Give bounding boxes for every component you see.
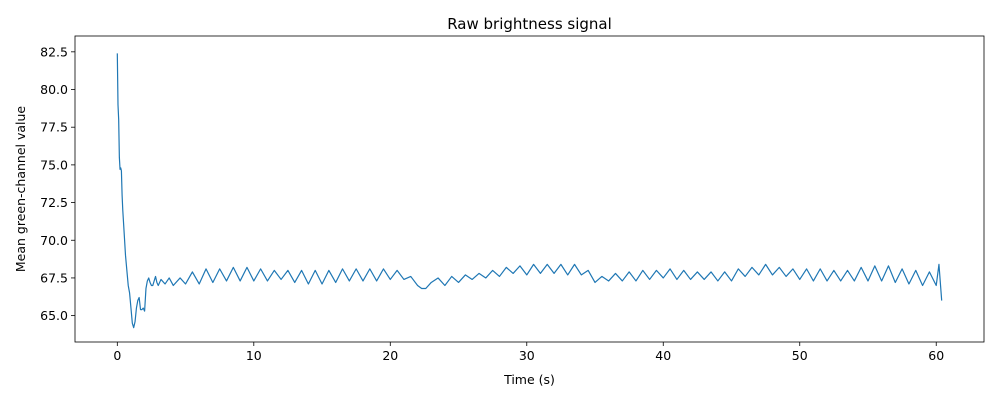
y-tick-label: 80.0 xyxy=(40,82,68,97)
x-tick-label: 50 xyxy=(792,348,808,363)
y-axis: 65.0 67.5 70.0 72.5 75.0 77.5 80.0 82.5 xyxy=(40,44,75,323)
y-tick-label: 67.5 xyxy=(40,270,68,285)
y-tick-label: 70.0 xyxy=(40,233,68,248)
y-tick-label: 65.0 xyxy=(40,308,68,323)
x-tick-label: 10 xyxy=(246,348,262,363)
chart-title: Raw brightness signal xyxy=(447,15,612,33)
y-axis-label: Mean green-channel value xyxy=(13,106,28,273)
y-tick-label: 77.5 xyxy=(40,120,68,135)
x-tick-label: 60 xyxy=(928,348,944,363)
y-tick-label: 72.5 xyxy=(40,195,68,210)
plot-frame xyxy=(74,35,985,343)
x-axis-label: Time (s) xyxy=(503,372,555,387)
x-tick-label: 0 xyxy=(113,348,121,363)
y-tick-label: 82.5 xyxy=(40,44,68,59)
x-tick-label: 20 xyxy=(382,348,398,363)
series-line xyxy=(116,53,943,329)
x-axis: 0 10 20 30 40 50 60 xyxy=(113,342,944,363)
x-tick-label: 40 xyxy=(655,348,671,363)
x-tick-label: 30 xyxy=(519,348,535,363)
plot-area: 0 10 20 30 40 50 60 65.0 67.5 70.0 72.5 75.0 77.5 80… xyxy=(40,35,985,363)
y-tick-label: 75.0 xyxy=(40,157,68,172)
